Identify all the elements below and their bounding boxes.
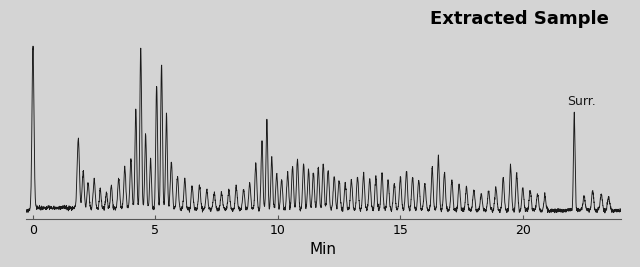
X-axis label: Min: Min	[310, 242, 337, 257]
Text: Extracted Sample: Extracted Sample	[430, 10, 609, 28]
Text: Surr.: Surr.	[567, 95, 596, 108]
